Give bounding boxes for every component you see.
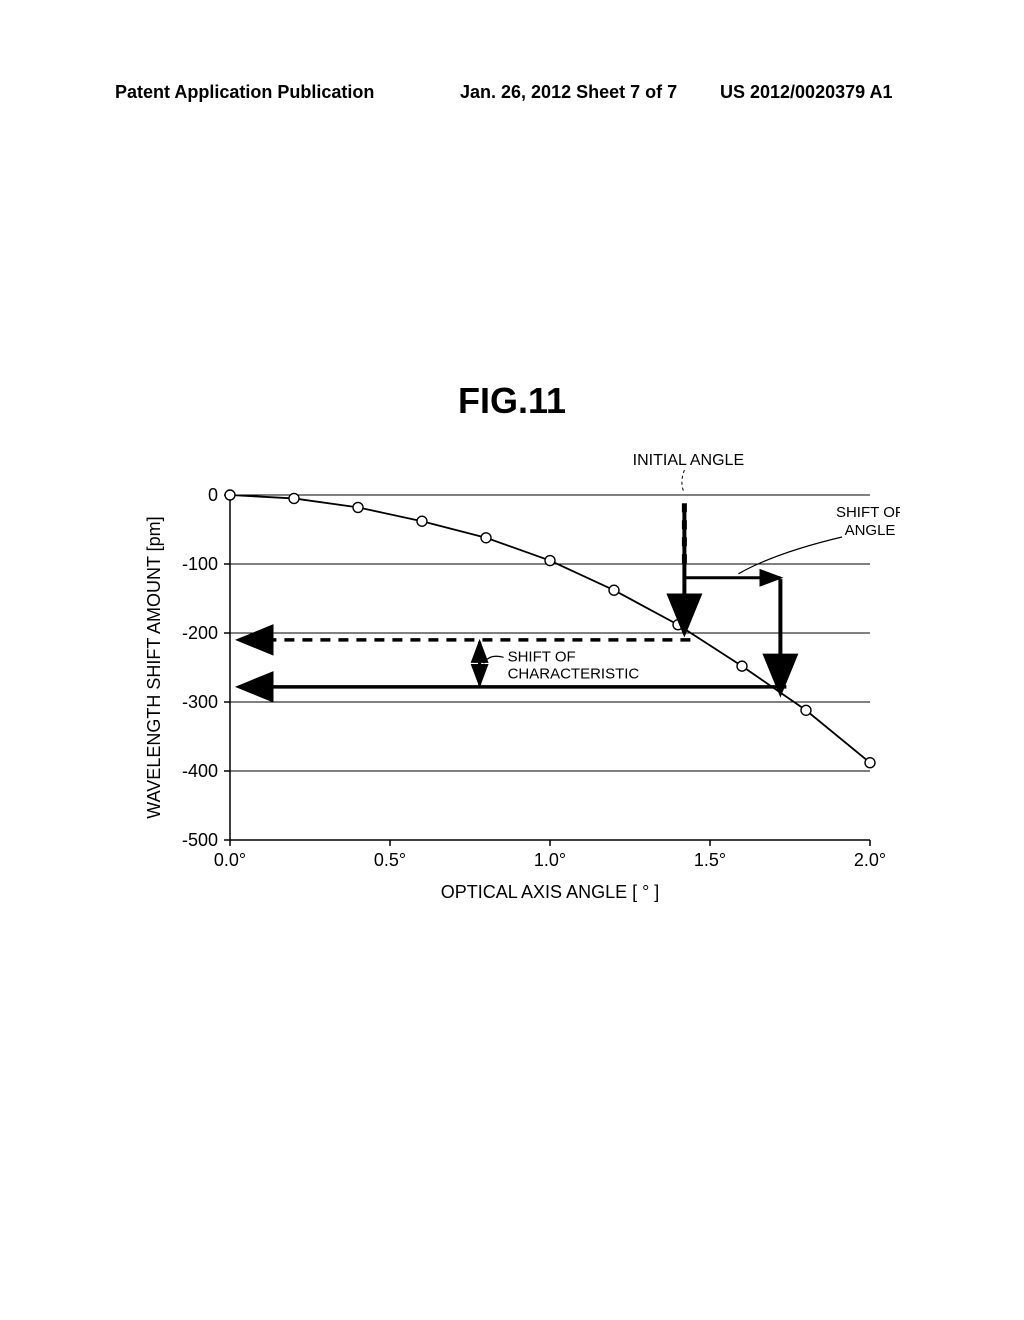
svg-text:2.0°: 2.0°	[854, 850, 886, 870]
svg-text:0: 0	[208, 485, 218, 505]
svg-text:-400: -400	[182, 761, 218, 781]
page: Patent Application Publication Jan. 26, …	[0, 0, 1024, 1320]
svg-text:-300: -300	[182, 692, 218, 712]
svg-text:0.5°: 0.5°	[374, 850, 406, 870]
svg-text:SHIFT OF: SHIFT OF	[836, 504, 900, 521]
header-left: Patent Application Publication	[115, 82, 374, 103]
header-center: Jan. 26, 2012 Sheet 7 of 7	[460, 82, 677, 103]
svg-text:WAVELENGTH SHIFT AMOUNT [pm]: WAVELENGTH SHIFT AMOUNT [pm]	[144, 516, 164, 818]
svg-text:-200: -200	[182, 623, 218, 643]
svg-text:1.0°: 1.0°	[534, 850, 566, 870]
header-right: US 2012/0020379 A1	[720, 82, 892, 103]
svg-text:OPTICAL AXIS ANGLE [ ° ]: OPTICAL AXIS ANGLE [ ° ]	[441, 882, 660, 902]
figure-title: FIG.11	[0, 380, 1024, 422]
svg-text:INITIAL ANGLE: INITIAL ANGLE	[633, 452, 744, 469]
svg-text:SHIFT OF: SHIFT OF	[508, 648, 576, 665]
svg-text:0.0°: 0.0°	[214, 850, 246, 870]
svg-text:-100: -100	[182, 554, 218, 574]
chart-svg: 0 -100 -200 -300 -400 -5000.0° 0.5° 1.0° 1.5° 2.0…	[140, 440, 900, 940]
svg-text:1.5°: 1.5°	[694, 850, 726, 870]
chart: 0 -100 -200 -300 -400 -5000.0° 0.5° 1.0° 1.5° 2.0…	[140, 440, 900, 940]
svg-text:-500: -500	[182, 830, 218, 850]
svg-text:CHARACTERISTIC: CHARACTERISTIC	[508, 665, 640, 682]
svg-text:ANGLE: ANGLE	[845, 522, 896, 539]
